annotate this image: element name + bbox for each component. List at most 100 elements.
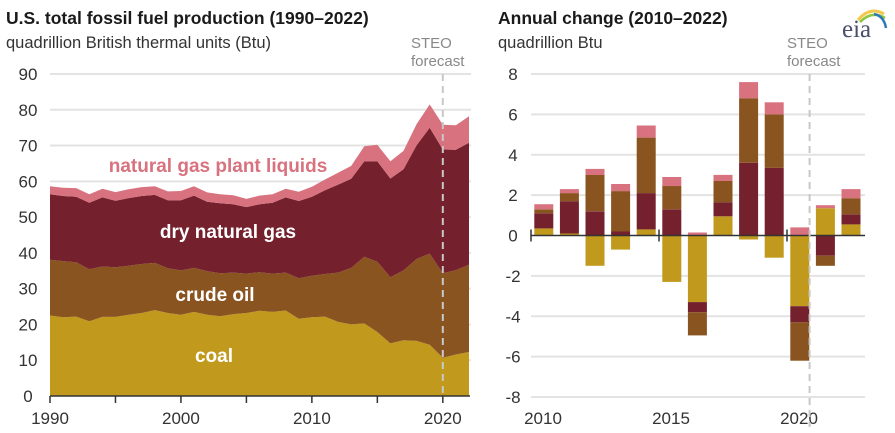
right-ytick-label: -8	[505, 388, 520, 407]
bar-2011-natural-gas-plant-liquids	[559, 189, 579, 194]
bar-2022-crude-oil	[841, 198, 861, 215]
right-forecast-label-line1: STEO	[787, 35, 828, 52]
left-xtick-label: 1990	[31, 409, 69, 428]
left-ytick-label: 80	[19, 101, 38, 120]
left-ytick-label: 20	[19, 315, 38, 334]
bar-2010-natural-gas-plant-liquids	[534, 204, 554, 210]
eia-logo: eia	[840, 4, 890, 43]
bar-2017-coal	[713, 216, 733, 236]
bar-2019-crude-oil	[764, 114, 784, 168]
bar-2018-natural-gas-plant-liquids	[739, 82, 759, 99]
bar-2014-natural-gas-plant-liquids	[636, 125, 656, 138]
right-ytick-label: -6	[505, 348, 520, 367]
right-ytick-label: 6	[508, 105, 517, 124]
bar-2019-dry-natural-gas	[764, 167, 784, 236]
label-natural-gas-plant-liquids: natural gas plant liquids	[109, 156, 328, 177]
bar-2021-natural-gas-plant-liquids	[815, 205, 835, 209]
bar-2020-coal	[790, 235, 810, 307]
right-xtick-label: 2015	[652, 409, 690, 428]
bar-2010-crude-oil	[534, 209, 554, 214]
bar-2021-dry-natural-gas	[815, 235, 835, 256]
area-natural-gas-plant-liquids	[50, 104, 469, 208]
left-ytick-label: 30	[19, 280, 38, 299]
bar-2021-coal	[815, 208, 835, 236]
right-xtick-label: 2020	[780, 409, 818, 428]
area-dry-natural-gas	[50, 127, 469, 279]
bar-2015-crude-oil	[662, 186, 682, 210]
bar-2012-natural-gas-plant-liquids	[585, 168, 605, 175]
bar-2017-crude-oil	[713, 181, 733, 203]
bar-2012-coal	[585, 235, 605, 266]
left-ytick-label: 90	[19, 65, 38, 84]
area-coal	[50, 310, 469, 396]
left-chart-subtitle: quadrillion British thermal units (Btu)	[6, 34, 272, 52]
bar-2022-dry-natural-gas	[841, 214, 861, 225]
left-ytick-label: 40	[19, 244, 38, 263]
bar-2011-dry-natural-gas	[559, 201, 579, 234]
bar-2016-crude-oil	[687, 312, 707, 336]
left-axis: 1990 2000 2010 2020	[31, 74, 470, 428]
right-axis: 2010 2015 2020	[524, 74, 865, 428]
eia-logo-icon	[856, 9, 888, 29]
eia-logo-text: eia	[842, 16, 872, 43]
label-coal: coal	[195, 346, 233, 367]
bar-2017-natural-gas-plant-liquids	[713, 174, 733, 181]
area-crude-oil	[50, 253, 469, 358]
left-xtick-label: 2010	[293, 409, 331, 428]
bar-2019-coal	[764, 235, 784, 258]
bar-2016-natural-gas-plant-liquids	[687, 232, 707, 236]
bar-2014-coal	[636, 229, 656, 236]
left-xtick-label: 2000	[162, 409, 200, 428]
bar-2016-coal	[687, 235, 707, 303]
bar-2018-crude-oil	[739, 98, 759, 163]
bar-2017-dry-natural-gas	[713, 202, 733, 217]
right-chart-title: Annual change (2010–2022)	[498, 8, 728, 28]
bar-2011-coal	[559, 233, 579, 236]
right-xtick-label: 2010	[524, 409, 562, 428]
right-ytick-label: 8	[508, 65, 517, 84]
bar-2011-crude-oil	[559, 193, 579, 202]
bar-2013-coal	[611, 235, 631, 250]
right-ytick-label: 0	[508, 227, 517, 246]
right-ytick-label: 2	[508, 186, 517, 205]
bar-2012-crude-oil	[585, 174, 605, 212]
right-stacked-bars	[534, 82, 861, 361]
bar-2020-crude-oil	[790, 322, 810, 361]
left-xtick-label: 2020	[424, 409, 462, 428]
bar-2020-natural-gas-plant-liquids	[790, 227, 810, 236]
right-chart-subtitle: quadrillion Btu	[498, 34, 603, 52]
left-ytick-label: 0	[23, 387, 32, 406]
bar-2014-dry-natural-gas	[636, 193, 656, 230]
bar-2015-coal	[662, 235, 682, 282]
bar-2013-natural-gas-plant-liquids	[611, 184, 631, 192]
left-ytick-label: 10	[19, 351, 38, 370]
right-ytick-label: -2	[505, 267, 520, 286]
bar-2014-crude-oil	[636, 137, 656, 194]
right-forecast-label-line2: forecast	[787, 53, 841, 70]
bar-2012-dry-natural-gas	[585, 211, 605, 236]
left-forecast-label-line1: STEO	[411, 35, 452, 52]
left-ytick-label: 70	[19, 137, 38, 156]
left-forecast-label: STEO forecast	[411, 35, 464, 71]
right-ytick-label: 4	[508, 146, 517, 165]
left-chart-title: U.S. total fossil fuel production (1990–…	[6, 8, 369, 28]
bar-2018-coal	[739, 235, 759, 240]
bar-2022-coal	[841, 224, 861, 236]
left-ytick-label: 60	[19, 172, 38, 191]
bar-2016-dry-natural-gas	[687, 302, 707, 313]
bar-2021-crude-oil	[815, 255, 835, 266]
left-stacked-areas	[50, 104, 469, 396]
left-ytick-label: 50	[19, 208, 38, 227]
bar-2022-natural-gas-plant-liquids	[841, 189, 861, 199]
right-ytick-label: -4	[505, 307, 520, 326]
bar-2018-dry-natural-gas	[739, 162, 759, 236]
left-forecast-label-line2: forecast	[411, 53, 465, 70]
label-dry-natural-gas: dry natural gas	[160, 222, 296, 243]
bar-2015-natural-gas-plant-liquids	[662, 177, 682, 187]
bar-2010-coal	[534, 228, 554, 236]
bar-2013-crude-oil	[611, 191, 631, 232]
bar-2013-dry-natural-gas	[611, 231, 631, 236]
bar-2010-dry-natural-gas	[534, 213, 554, 229]
label-crude-oil: crude oil	[175, 285, 254, 306]
